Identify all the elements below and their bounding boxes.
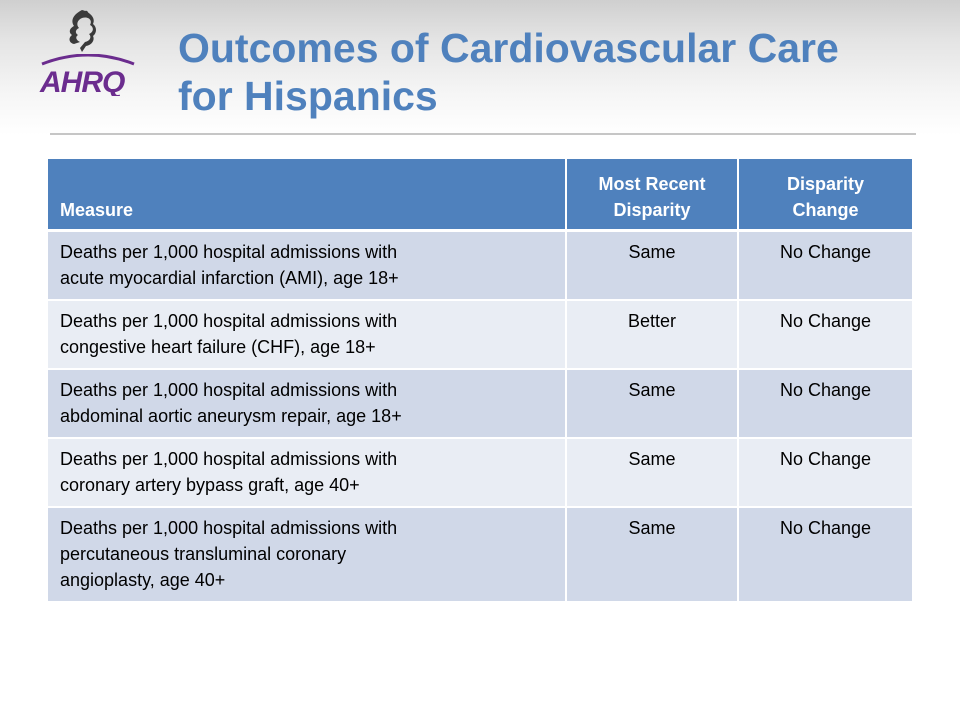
change-cell: No Change	[738, 438, 912, 508]
measure-line: percutaneous transluminal coronary	[60, 544, 347, 564]
measure-line: angioplasty, age 40+	[60, 570, 226, 590]
measure-cell: Deaths per 1,000 hospital admissions wit…	[48, 507, 567, 603]
most-recent-cell: Same	[566, 369, 739, 439]
title-line-1: Outcomes of Cardiovascular Care	[178, 25, 839, 71]
table-row: Deaths per 1,000 hospital admissions wit…	[48, 369, 912, 439]
title-line-2: for Hispanics	[178, 73, 438, 119]
table-row: Deaths per 1,000 hospital admissions wit…	[48, 230, 912, 301]
table-row: Deaths per 1,000 hospital admissions wit…	[48, 300, 912, 370]
change-cell: No Change	[738, 369, 912, 439]
measure-line: acute myocardial infarction (AMI), age 1…	[60, 268, 399, 288]
header-divider	[50, 133, 916, 135]
measure-cell: Deaths per 1,000 hospital admissions wit…	[48, 300, 567, 370]
ahrq-hhs-logo: AHRQ	[36, 8, 140, 98]
header-recent-line-2: Disparity	[613, 200, 691, 220]
measure-cell: Deaths per 1,000 hospital admissions wit…	[48, 230, 567, 301]
svg-text:AHRQ: AHRQ	[39, 66, 125, 96]
header-change-line-1: Disparity	[786, 174, 865, 194]
measure-line: Deaths per 1,000 hospital admissions wit…	[60, 311, 398, 331]
most-recent-cell: Same	[566, 507, 739, 603]
header-change-line-2: Change	[792, 200, 859, 220]
measure-line: Deaths per 1,000 hospital admissions wit…	[60, 380, 398, 400]
measure-line: congestive heart failure (CHF), age 18+	[60, 337, 376, 357]
header-recent-line-1: Most Recent	[598, 174, 706, 194]
measure-cell: Deaths per 1,000 hospital admissions wit…	[48, 438, 567, 508]
hhs-eagle-icon	[69, 10, 96, 52]
measure-line: coronary artery bypass graft, age 40+	[60, 475, 360, 495]
table-row: Deaths per 1,000 hospital admissions wit…	[48, 507, 912, 603]
change-cell: No Change	[738, 300, 912, 370]
header-measure: Measure	[48, 159, 567, 232]
measure-line: Deaths per 1,000 hospital admissions wit…	[60, 449, 398, 469]
most-recent-cell: Better	[566, 300, 739, 370]
measure-line: Deaths per 1,000 hospital admissions wit…	[60, 518, 398, 538]
most-recent-cell: Same	[566, 230, 739, 301]
header-disparity-change: Disparity Change	[738, 159, 912, 232]
table-header-row: Measure Most Recent Disparity Disparity …	[48, 159, 912, 232]
change-cell: No Change	[738, 230, 912, 301]
measure-line: Deaths per 1,000 hospital admissions wit…	[60, 242, 398, 262]
measure-cell: Deaths per 1,000 hospital admissions wit…	[48, 369, 567, 439]
header-most-recent-disparity: Most Recent Disparity	[566, 159, 739, 232]
change-cell: No Change	[738, 507, 912, 603]
page-title: Outcomes of Cardiovascular Care for Hisp…	[178, 24, 918, 120]
ahrq-logo: AHRQ	[39, 54, 135, 96]
disparity-table: Measure Most Recent Disparity Disparity …	[48, 159, 912, 603]
most-recent-cell: Same	[566, 438, 739, 508]
table-row: Deaths per 1,000 hospital admissions wit…	[48, 438, 912, 508]
measure-line: abdominal aortic aneurysm repair, age 18…	[60, 406, 402, 426]
